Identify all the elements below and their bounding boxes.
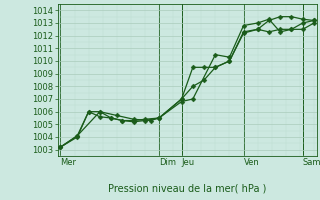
Text: Mer: Mer (60, 158, 76, 167)
Text: Pression niveau de la mer( hPa ): Pression niveau de la mer( hPa ) (108, 183, 266, 193)
Text: Dim: Dim (159, 158, 176, 167)
Text: Sam: Sam (303, 158, 320, 167)
Text: Ven: Ven (244, 158, 259, 167)
Text: Jeu: Jeu (181, 158, 195, 167)
